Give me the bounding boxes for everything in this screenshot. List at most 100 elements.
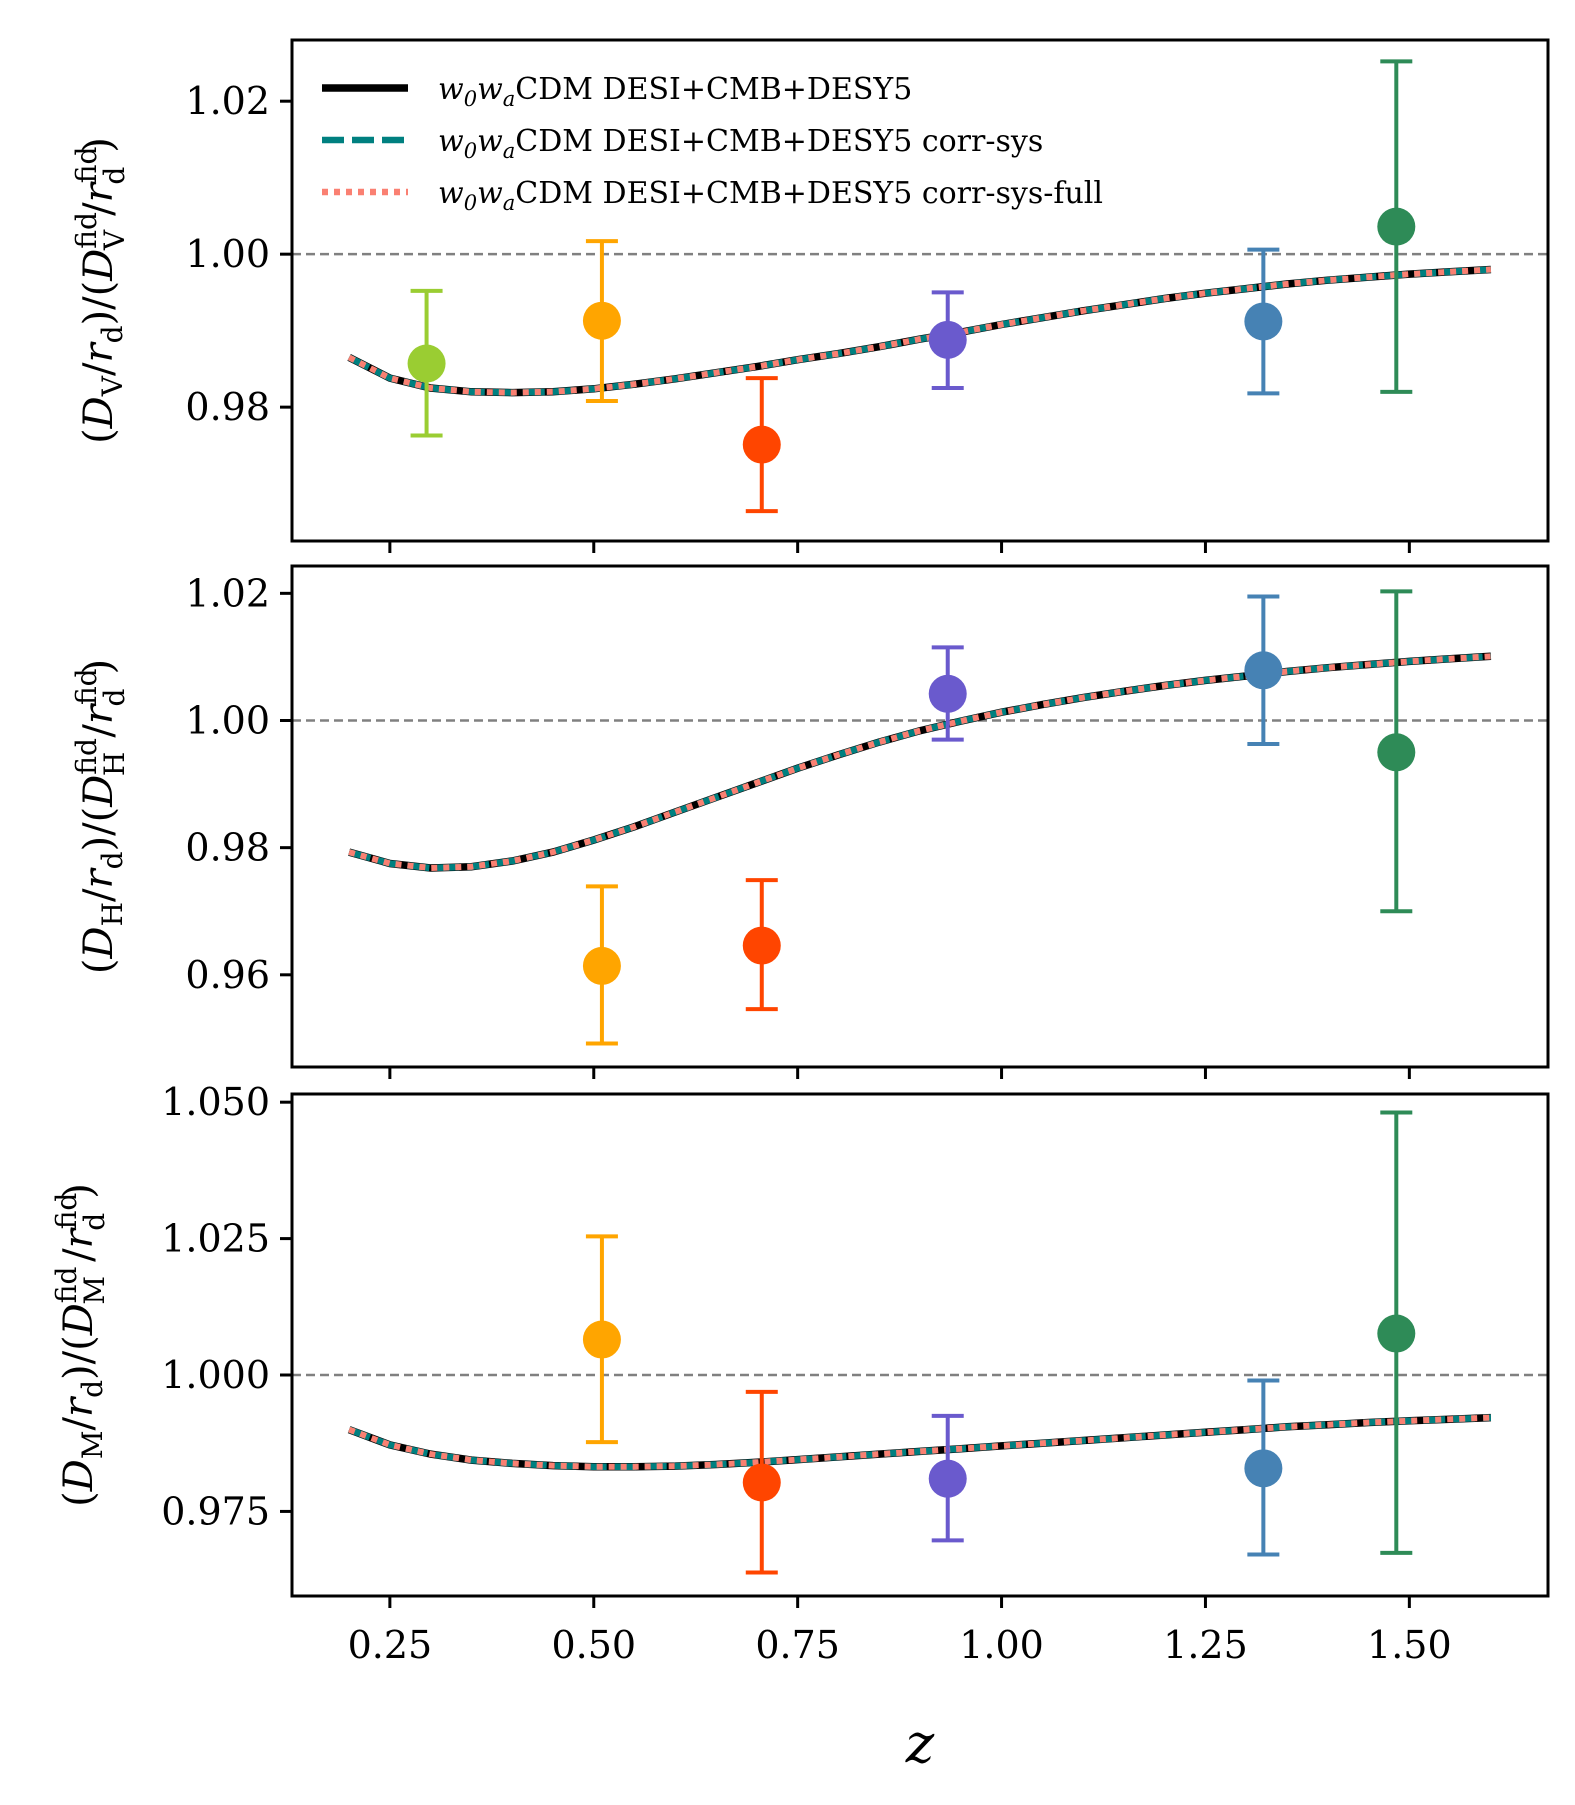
data-point <box>742 926 781 965</box>
x-tick-label: 1.50 <box>1367 1623 1452 1667</box>
data-point <box>1244 1449 1283 1488</box>
y-axis-label-part: ( <box>76 428 122 444</box>
y-axis-label-part: / <box>56 1417 102 1431</box>
legend-label-part: 0 <box>464 87 477 111</box>
data-point-group <box>582 239 621 404</box>
legend-label-part: a <box>503 87 516 111</box>
y-tick-label: 1.025 <box>161 1217 270 1261</box>
y-axis-label-part: H <box>98 752 131 776</box>
y-axis-label-part: D <box>56 1459 102 1492</box>
y-axis-label-part: d <box>98 167 131 185</box>
panel-frame <box>290 38 1550 543</box>
y-axis-label-part: H <box>96 902 129 926</box>
data-point <box>742 425 781 464</box>
y-axis-label-part: ) <box>76 137 122 153</box>
data-point <box>582 946 621 985</box>
legend-label-part: w <box>438 72 464 107</box>
y-axis-label-part: / <box>76 724 122 738</box>
y-tick-label: 1.000 <box>161 1353 270 1397</box>
data-point-group <box>742 878 781 1012</box>
data-point <box>1244 651 1283 690</box>
curve-solid <box>348 652 1492 872</box>
y-axis-label-part: D <box>76 926 122 959</box>
y-axis-label: (DH/rd)/(DfidH/rfidd) <box>70 659 131 974</box>
data-point-group <box>742 376 781 514</box>
data-point <box>928 1459 967 1498</box>
data-point-group <box>928 290 967 391</box>
data-point <box>1377 207 1416 246</box>
data-point-group <box>407 288 446 438</box>
y-axis-label-part: r <box>76 341 122 363</box>
data-point-group <box>928 645 967 742</box>
x-tick-label: 0.75 <box>755 1623 840 1667</box>
y-axis-label-part: fid <box>70 147 103 184</box>
x-axis-label: z <box>905 1712 935 1775</box>
curve-dotted <box>348 1414 1492 1470</box>
data-point-group <box>928 1413 967 1543</box>
curve-dashed <box>348 653 1492 872</box>
y-axis-label-part: D <box>76 396 122 429</box>
y-axis-label-part: )/( <box>76 281 122 326</box>
legend-label-part: a <box>503 139 516 163</box>
y-axis-label-part: ( <box>76 959 122 975</box>
curve-dotted <box>348 653 1492 872</box>
y-axis-label-part: ) <box>76 659 122 675</box>
y-axis-label-part: fid <box>70 738 103 775</box>
y-tick-label: 1.00 <box>185 232 270 276</box>
y-axis-label-part: D <box>76 775 122 808</box>
y-axis-label: (DV/rd)/(DfidV/rfidd) <box>70 137 131 444</box>
x-tick-label: 0.50 <box>551 1623 636 1667</box>
legend-label-part: 0 <box>464 139 477 163</box>
y-axis-label-part: fid <box>70 212 103 249</box>
legend-label: w0waCDM DESI+CMB+DESY5 corr-sys <box>438 124 1043 163</box>
legend-label-part: CDM DESI+CMB+DESY5 corr-sys <box>515 124 1043 159</box>
y-axis-label-part: / <box>76 888 122 902</box>
y-axis-label-part: )/( <box>56 1335 102 1380</box>
y-axis-label-part: ) <box>56 1183 102 1199</box>
legend-label-part: w <box>477 124 503 159</box>
y-axis-label-part: )/( <box>76 807 122 852</box>
y-tick-label: 0.975 <box>161 1489 270 1533</box>
data-point-group <box>1377 589 1416 914</box>
y-axis-label-part: ( <box>56 1491 102 1507</box>
y-axis-label-part: fid <box>50 1193 83 1230</box>
x-tick-label: 1.00 <box>959 1623 1044 1667</box>
y-tick-label: 1.00 <box>185 698 270 742</box>
legend-label-part: CDM DESI+CMB+DESY5 <box>515 72 912 107</box>
y-axis-label: (DM/rd)/(DfidM/rfidd) <box>50 1183 111 1507</box>
y-axis-label-part: V <box>98 229 131 251</box>
data-point-group <box>582 1234 621 1445</box>
data-point <box>582 1320 621 1359</box>
x-tick-label: 1.25 <box>1163 1623 1248 1667</box>
legend-label: w0waCDM DESI+CMB+DESY5 corr-sys-full <box>438 176 1103 215</box>
y-axis-label-part: r <box>76 702 122 724</box>
legend-label-part: a <box>503 191 516 215</box>
y-axis-label-part: D <box>76 249 122 282</box>
y-axis-label-part: V <box>96 375 129 397</box>
y-axis-label-part: fid <box>70 668 103 705</box>
data-point <box>1377 733 1416 772</box>
data-point-group <box>1244 594 1283 747</box>
y-tick-label: 1.02 <box>185 79 270 123</box>
y-axis-label-part: d <box>76 1380 109 1398</box>
y-axis-label-part: d <box>78 1213 111 1231</box>
data-point <box>928 674 967 713</box>
x-tick-label: 0.25 <box>348 1623 433 1667</box>
y-axis-label-part: M <box>78 1276 111 1305</box>
data-point <box>1377 1314 1416 1353</box>
y-tick-label: 1.050 <box>161 1080 270 1124</box>
y-axis-label-part: M <box>76 1431 109 1460</box>
panel-dh: 0.960.981.001.02(DH/rd)/(DfidH/rfidd) <box>70 564 1550 1079</box>
y-axis-label-part: / <box>76 202 122 216</box>
curve-solid <box>347 265 1492 397</box>
data-point <box>1244 302 1283 341</box>
y-axis-label-part: d <box>96 851 129 869</box>
data-point <box>928 320 967 359</box>
y-tick-label: 0.96 <box>185 953 270 997</box>
legend-label-part: w <box>477 176 503 211</box>
legend-label-part: CDM DESI+CMB+DESY5 corr-sys-full <box>515 176 1103 211</box>
panel-dm: 0.975 1.000 1.025 1.050 0.25 0.50 0.75 1.00 1.25… <box>50 1080 1550 1667</box>
y-axis-label-part: / <box>76 362 122 376</box>
